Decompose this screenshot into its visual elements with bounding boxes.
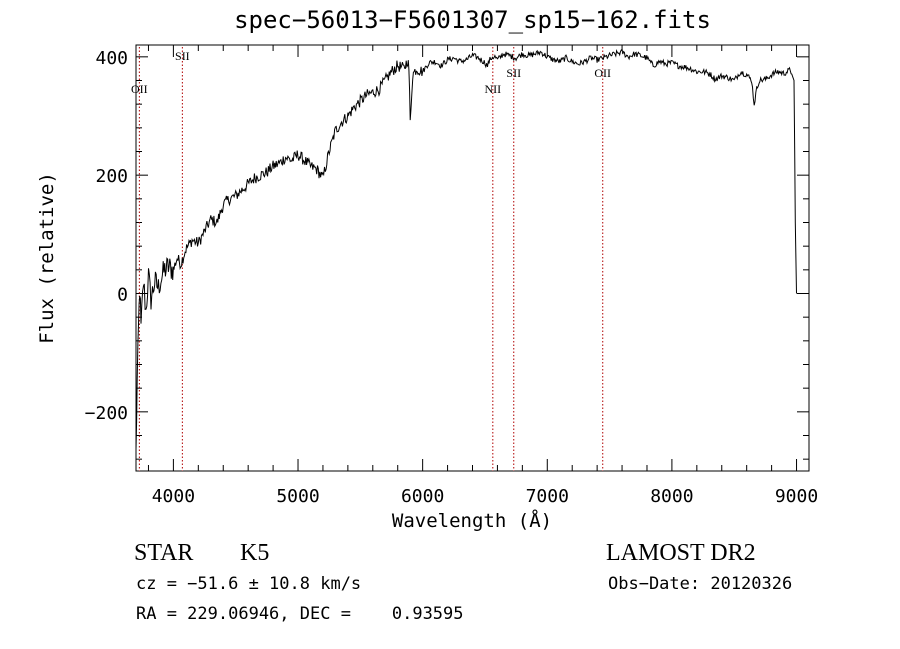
plot-frame	[135, 44, 810, 472]
x-tick-label: 4000	[152, 486, 195, 507]
observation-date: Obs−Date: 20120326	[608, 574, 793, 594]
redshift-cz: cz = −51.6 ± 10.8 km/s	[136, 574, 362, 594]
x-tick-label: 8000	[650, 486, 693, 507]
y-tick-label: 400	[95, 48, 128, 69]
x-tick-label: 7000	[526, 486, 569, 507]
spectrum-line	[135, 48, 797, 450]
x-tick-label: 9000	[775, 486, 818, 507]
axis-ticks	[136, 45, 809, 471]
x-tick-label: 6000	[401, 486, 444, 507]
x-axis-label: Wavelength (Å)	[391, 510, 553, 532]
y-axis-label: Flux (relative)	[36, 172, 58, 344]
tick-labels: 4000 5000 6000 7000 8000 9000 −200 0 200 400	[85, 48, 819, 507]
emission-line-label: OII	[131, 82, 148, 96]
object-class: STAR	[134, 540, 194, 566]
y-tick-label: −200	[85, 403, 128, 424]
emission-line-label: SII	[506, 66, 521, 80]
survey-name: LAMOST DR2	[606, 540, 756, 566]
object-subclass: K5	[240, 540, 270, 566]
y-tick-label: 0	[117, 285, 128, 306]
emission-line-label: NII	[484, 82, 501, 96]
emission-line-label: SII	[175, 49, 190, 63]
y-tick-label: 200	[95, 166, 128, 187]
ra-dec-coordinates: RA = 229.06946, DEC = 0.93595	[136, 604, 464, 624]
x-tick-label: 5000	[276, 486, 319, 507]
emission-line-markers: OII SII NII SII OII	[131, 47, 611, 471]
chart-title: spec−56013−F5601307_sp15−162.fits	[234, 6, 711, 34]
emission-line-label: OII	[594, 66, 611, 80]
